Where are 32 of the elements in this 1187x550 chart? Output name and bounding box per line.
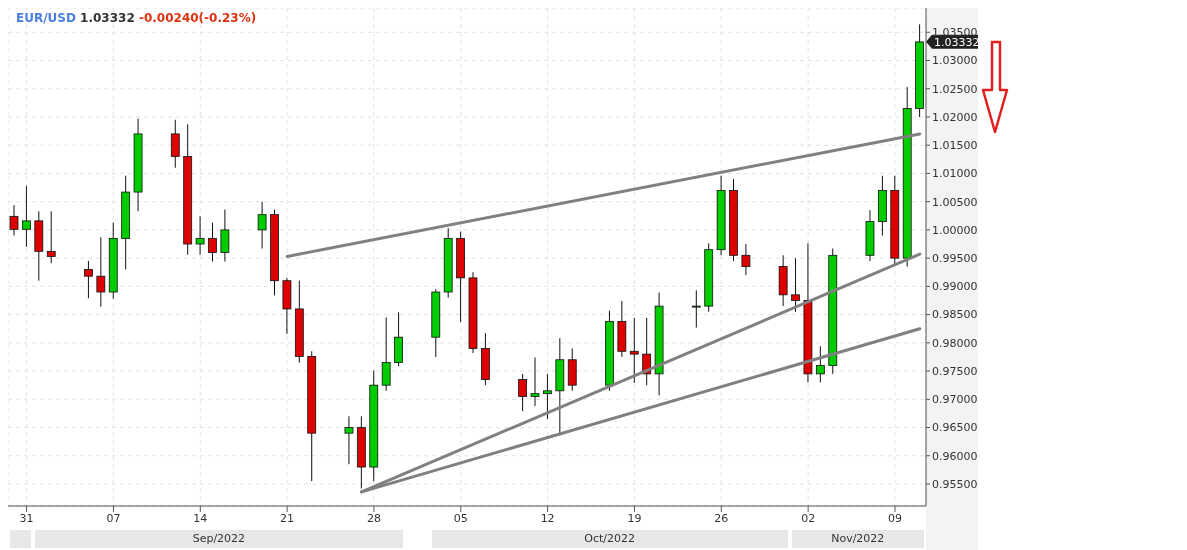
y-tick-label: 1.02000 <box>932 110 978 124</box>
x-tick-label: 09 <box>887 511 902 525</box>
x-tick-label: 02 <box>801 511 816 525</box>
y-tick-label: 1.00500 <box>932 195 978 209</box>
x-tick-label: 31 <box>19 511 34 525</box>
text: Nov/2022 <box>791 530 924 548</box>
text: Sep/2022 <box>34 530 403 548</box>
x-tick-label: 28 <box>366 511 381 525</box>
ref-line-label: 1.03332 <box>934 35 980 49</box>
x-tick-label: 05 <box>453 511 468 525</box>
chart-title: EUR/USD 1.03332 -0.00240(-0.23%) <box>16 11 257 25</box>
x-tick-label: 26 <box>714 511 729 525</box>
y-tick-label: 1.01500 <box>932 139 978 153</box>
x-tick-label: 12 <box>540 511 555 525</box>
x-tick-label: 07 <box>106 511 121 525</box>
y-tick-label: 1.02500 <box>932 82 978 96</box>
x-tick-label: 21 <box>280 511 295 525</box>
y-tick-label: 0.96500 <box>932 421 978 435</box>
text: Oct/2022 <box>431 530 788 548</box>
y-tick-label: 0.99000 <box>932 280 978 294</box>
x-tick-label: 14 <box>193 511 208 525</box>
y-tick-label: 1.01000 <box>932 167 978 181</box>
y-tick-label: 0.98500 <box>932 308 978 322</box>
x-tick-label: 19 <box>627 511 642 525</box>
y-tick-label: 0.97500 <box>932 364 978 378</box>
y-tick-label: 1.00000 <box>932 223 978 237</box>
y-tick-label: 1.03000 <box>932 54 978 68</box>
y-tick-label: 0.98000 <box>932 336 978 350</box>
y-tick-label: 0.99500 <box>932 252 978 266</box>
y-tick-label: 0.96000 <box>932 449 978 463</box>
y-tick-label: 0.95500 <box>932 477 978 491</box>
y-tick-label: 0.97000 <box>932 393 978 407</box>
